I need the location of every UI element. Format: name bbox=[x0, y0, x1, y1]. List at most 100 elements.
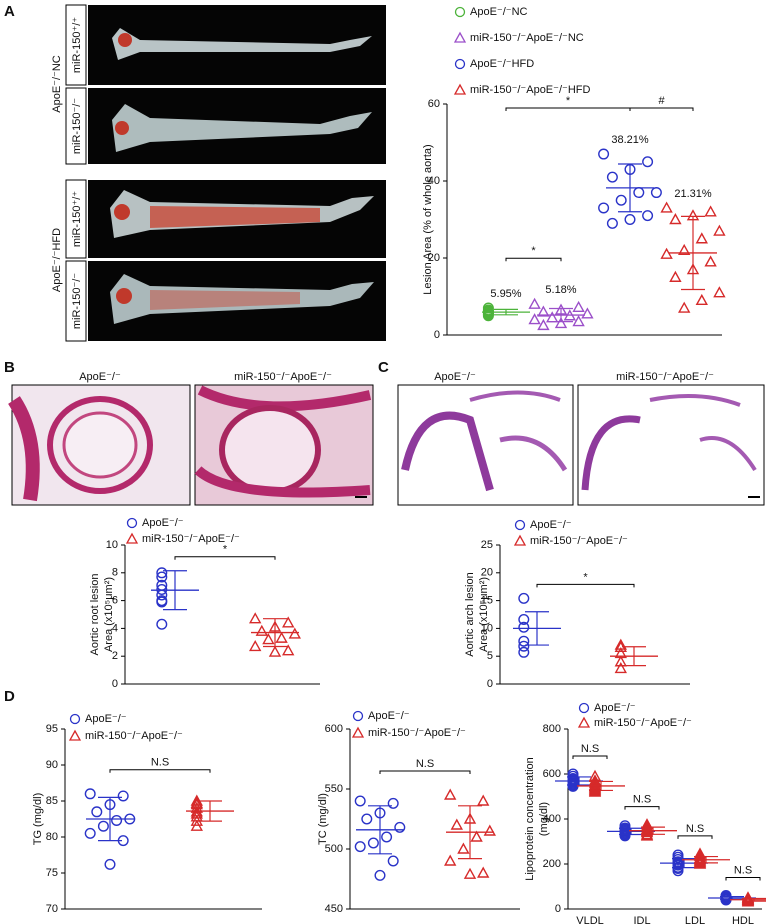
data-point bbox=[518, 621, 530, 633]
data-point bbox=[104, 858, 116, 870]
y-tick-label: 20 bbox=[481, 567, 493, 579]
data-point bbox=[156, 567, 168, 579]
data-point bbox=[282, 644, 295, 656]
y-axis-label: Aortic root lesion bbox=[89, 574, 101, 656]
y-tick-label: 500 bbox=[325, 843, 343, 855]
significance-label: # bbox=[658, 95, 665, 107]
data-point bbox=[97, 820, 109, 832]
y-tick-label: 75 bbox=[46, 867, 58, 879]
data-point bbox=[262, 633, 275, 645]
data-point bbox=[528, 313, 541, 325]
significance-label: N.S bbox=[686, 823, 704, 835]
data-point bbox=[581, 307, 594, 319]
data-point bbox=[588, 785, 602, 797]
data-point bbox=[614, 655, 627, 667]
data-point bbox=[268, 645, 282, 657]
significance-label: N.S bbox=[151, 757, 169, 769]
data-point bbox=[713, 224, 726, 236]
data-point bbox=[190, 807, 203, 819]
image-header: ApoE⁻/⁻ bbox=[434, 371, 476, 383]
data-point bbox=[249, 612, 262, 624]
panel-label: D bbox=[4, 688, 15, 705]
significance-label: * bbox=[566, 95, 571, 107]
row-label: miR-150⁺/⁺ bbox=[71, 17, 83, 73]
legend-label: ApoE⁻/⁻HFD bbox=[470, 58, 534, 70]
legend-label: miR-150⁻/⁻ApoE⁻/⁻NC bbox=[470, 32, 584, 44]
y-tick-label: 5 bbox=[487, 650, 493, 662]
significance-bracket bbox=[174, 556, 276, 560]
data-point bbox=[156, 571, 168, 583]
y-tick-label: 6 bbox=[112, 595, 118, 607]
data-point bbox=[614, 661, 627, 674]
y-tick-label: 70 bbox=[46, 903, 58, 915]
legend-marker bbox=[514, 519, 526, 531]
significance-label: N.S bbox=[633, 794, 651, 806]
data-point bbox=[704, 205, 717, 217]
data-point bbox=[84, 788, 96, 800]
histology-c bbox=[397, 384, 765, 506]
data-point bbox=[669, 213, 682, 225]
legend-label: ApoE⁻/⁻ bbox=[594, 702, 636, 714]
x-tick-label: IDL bbox=[633, 915, 650, 924]
y-tick-label: 550 bbox=[325, 783, 343, 795]
data-point bbox=[477, 794, 490, 806]
y-tick-label: 90 bbox=[46, 759, 58, 771]
y-tick-label: 0 bbox=[487, 678, 493, 690]
significance-bracket bbox=[536, 583, 635, 588]
y-tick-label: 10 bbox=[481, 622, 493, 634]
significance-bracket bbox=[677, 835, 713, 839]
data-point bbox=[156, 583, 168, 595]
data-point bbox=[444, 788, 457, 800]
row-label: miR-150⁻/⁻ bbox=[71, 98, 83, 154]
y-tick-label: 4 bbox=[112, 622, 118, 634]
y-tick-label: 800 bbox=[543, 723, 561, 735]
y-tick-label: 10 bbox=[106, 539, 118, 551]
data-point bbox=[91, 806, 103, 818]
y-axis-label: Lesion Area (% of whole aorta) bbox=[422, 144, 434, 294]
y-axis-label: Area (x10⁵μm²) bbox=[103, 577, 115, 652]
mean-label: 21.31% bbox=[674, 188, 712, 200]
data-point bbox=[598, 148, 610, 160]
data-point bbox=[367, 837, 379, 849]
data-point bbox=[450, 818, 463, 830]
data-point bbox=[693, 857, 707, 869]
legend-label: ApoE⁻/⁻NC bbox=[470, 6, 528, 18]
panel-label: A bbox=[4, 3, 15, 20]
significance-label: N.S bbox=[416, 758, 434, 770]
significance-label: * bbox=[583, 571, 588, 583]
significance-bracket bbox=[505, 257, 562, 262]
data-point bbox=[361, 813, 373, 825]
data-point bbox=[660, 201, 673, 213]
data-point bbox=[678, 243, 691, 255]
data-point bbox=[463, 867, 477, 879]
data-point bbox=[695, 293, 708, 306]
legend-marker bbox=[578, 702, 590, 714]
data-point bbox=[249, 640, 262, 652]
y-tick-label: 40 bbox=[428, 175, 440, 187]
aorta-photos bbox=[65, 4, 386, 342]
panel-label: B bbox=[4, 359, 15, 376]
data-point bbox=[354, 841, 366, 853]
data-point bbox=[554, 317, 568, 329]
y-tick-label: 0 bbox=[112, 678, 118, 690]
data-point bbox=[156, 596, 168, 608]
data-point bbox=[518, 635, 530, 647]
legend-marker bbox=[454, 58, 466, 70]
histology-b bbox=[8, 384, 374, 506]
data-point bbox=[190, 819, 203, 831]
legend-marker bbox=[453, 31, 467, 43]
y-axis-label: (mg/dl) bbox=[538, 802, 550, 836]
data-point bbox=[483, 824, 496, 836]
data-point bbox=[642, 210, 654, 222]
y-tick-label: 8 bbox=[112, 567, 118, 579]
legend-label: miR-150⁻/⁻ApoE⁻/⁻ bbox=[142, 533, 240, 545]
legend-label: miR-150⁻/⁻ApoE⁻/⁻ bbox=[594, 717, 692, 729]
legend-label: miR-150⁻/⁻ApoE⁻/⁻ bbox=[85, 730, 183, 742]
image-header: miR-150⁻/⁻ApoE⁻/⁻ bbox=[616, 371, 714, 383]
y-axis-label: Area (x10⁵μm²) bbox=[478, 577, 490, 652]
data-point bbox=[387, 855, 399, 867]
significance-label: * bbox=[531, 245, 536, 257]
x-tick-label: LDL bbox=[685, 915, 705, 924]
y-axis-label: Aortic arch lesion bbox=[464, 572, 476, 656]
data-point bbox=[672, 865, 684, 877]
